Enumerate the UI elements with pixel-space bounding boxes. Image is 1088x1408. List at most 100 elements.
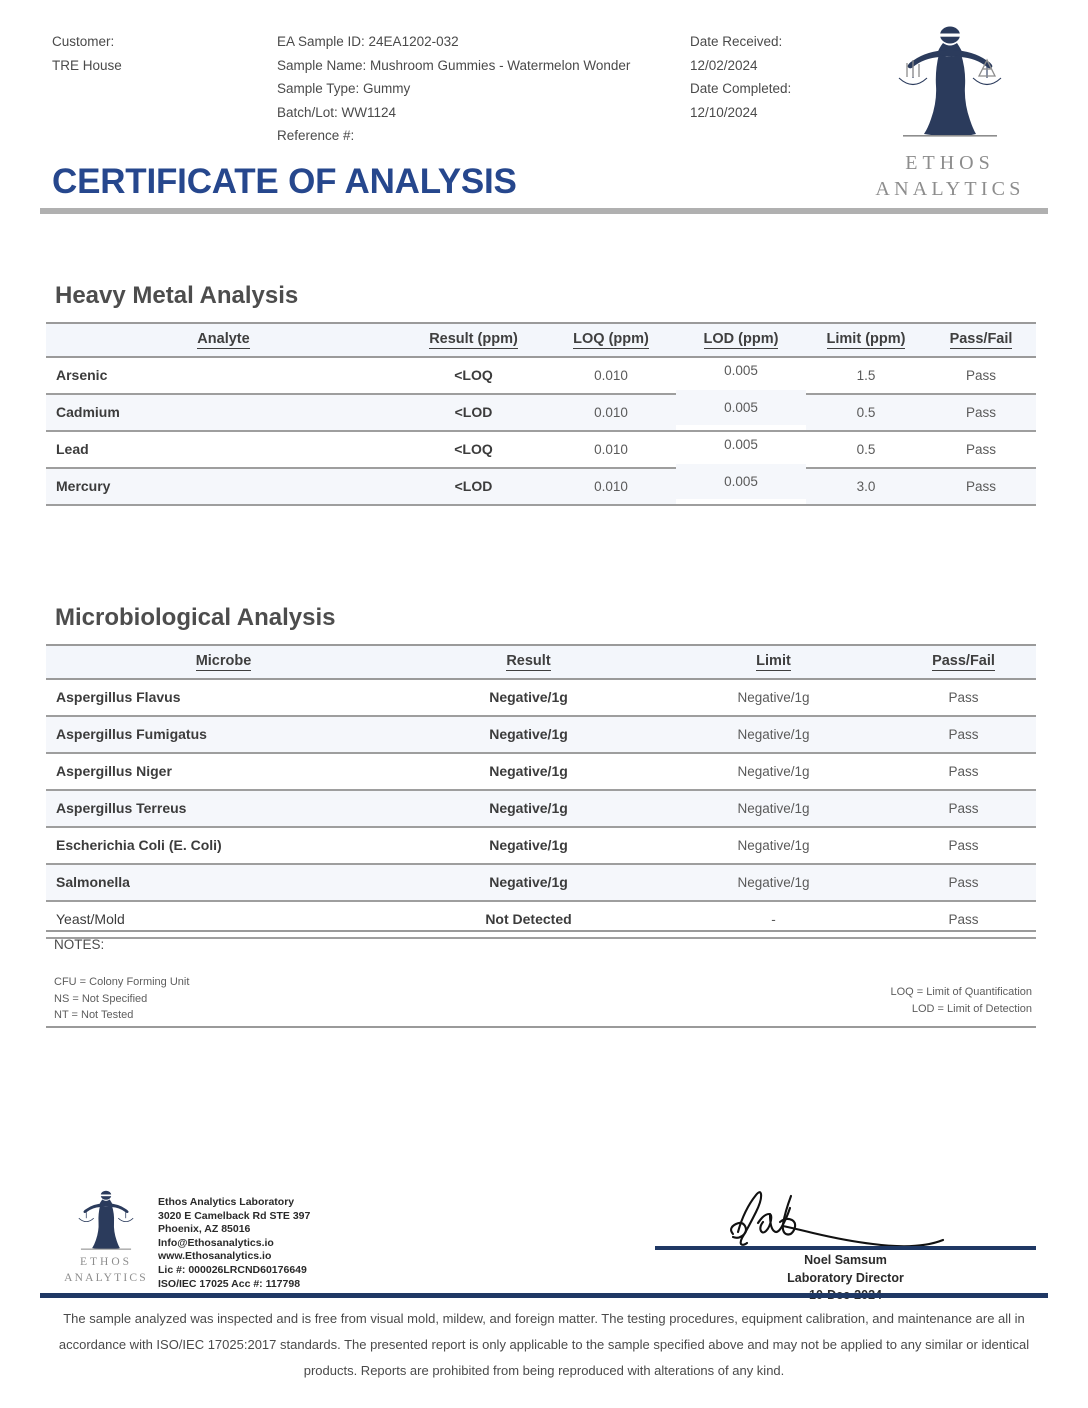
date-received-label: Date Received:	[690, 34, 783, 49]
signer-name: Noel Samsum	[804, 1253, 887, 1267]
scales-figure-icon	[66, 1190, 146, 1261]
table-row: Escherichia Coli (E. Coli) Negative/1g N…	[46, 827, 1036, 865]
cell-lod: 0.005	[676, 463, 806, 501]
col-microbe: Microbe	[46, 644, 401, 680]
cell-microbe: Aspergillus Niger	[46, 753, 401, 791]
footer-logo-word-analytics: ANALYTICS	[64, 1272, 148, 1284]
date-completed-label: Date Completed:	[690, 81, 792, 96]
cell-analyte: Mercury	[46, 468, 401, 506]
cell-result: Negative/1g	[401, 790, 656, 828]
date-completed-value: 12/10/2024	[690, 104, 758, 120]
lab-email: Info@Ethosanalytics.io	[158, 1236, 274, 1249]
cell-lod: 0.005	[676, 352, 806, 390]
notes-abbreviations-left: CFU = Colony Forming Unit NS = Not Speci…	[54, 974, 189, 1024]
table-row: Aspergillus Niger Negative/1g Negative/1…	[46, 753, 1036, 791]
cell-pass-fail: Pass	[891, 827, 1036, 865]
notes-label: NOTES:	[54, 937, 105, 952]
table-row: Cadmium <LOD 0.010 0.005 0.5 Pass	[46, 389, 1036, 432]
cell-lod: 0.005	[676, 426, 806, 464]
cell-analyte: Cadmium	[46, 394, 401, 432]
cell-limit: 0.5	[806, 431, 926, 469]
cell-limit: 0.5	[806, 394, 926, 432]
logo-word-analytics: ANALYTICS	[875, 178, 1025, 200]
sample-info-block: EA Sample ID: 24EA1202-032 Sample Name: …	[277, 30, 707, 148]
note-nt: NT = Not Tested	[54, 1009, 134, 1021]
lab-address-block: Ethos Analytics Laboratory 3020 E Camelb…	[158, 1196, 310, 1291]
lab-name: Ethos Analytics Laboratory	[158, 1196, 295, 1208]
cell-result: <LOQ	[401, 357, 546, 395]
cell-microbe: Aspergillus Flavus	[46, 679, 401, 717]
dates-block: Date Received: 12/02/2024 Date Completed…	[690, 30, 910, 124]
cell-result: Negative/1g	[401, 827, 656, 865]
cell-microbe: Salmonella	[46, 864, 401, 902]
batch-lot: Batch/Lot: WW1124	[277, 104, 397, 120]
cell-limit: Negative/1g	[656, 753, 891, 791]
notes-section: NOTES: CFU = Colony Forming Unit NS = No…	[46, 930, 1036, 1028]
lab-iso-accreditation: ISO/IEC 17025 Acc #: 117798	[158, 1277, 301, 1290]
signature-block: Noel Samsum Laboratory Director 10-Dec-2…	[655, 1190, 1036, 1302]
col-limit: Limit	[656, 644, 891, 680]
cell-result: Negative/1g	[401, 679, 656, 717]
company-logo: ETHOS ANALYTICS	[864, 26, 1036, 200]
cell-microbe: Aspergillus Terreus	[46, 790, 401, 828]
table-row: Salmonella Negative/1g Negative/1g Pass	[46, 864, 1036, 902]
cell-limit: Negative/1g	[656, 790, 891, 828]
lab-city-state-zip: Phoenix, AZ 85016	[158, 1223, 251, 1236]
note-cfu: CFU = Colony Forming Unit	[54, 976, 190, 988]
document-header: Customer: TRE House EA Sample ID: 24EA12…	[52, 26, 1036, 200]
heavy-metal-table: Analyte Result (ppm) LOQ (ppm) LOD (ppm)…	[46, 322, 1036, 506]
date-received-value: 12/02/2024	[690, 57, 758, 73]
cell-result: Negative/1g	[401, 753, 656, 791]
cell-pass-fail: Pass	[926, 468, 1036, 506]
cell-pass-fail: Pass	[926, 357, 1036, 395]
cell-loq: 0.010	[546, 431, 676, 469]
customer-name: TRE House	[52, 57, 122, 73]
cell-pass-fail: Pass	[891, 864, 1036, 902]
cell-pass-fail: Pass	[926, 394, 1036, 432]
col-result: Result	[401, 644, 656, 680]
footer-divider-bar	[40, 1293, 1048, 1298]
cell-pass-fail: Pass	[891, 753, 1036, 791]
cell-result: <LOD	[401, 468, 546, 506]
table-row: Mercury <LOD 0.010 0.005 3.0 Pass	[46, 463, 1036, 506]
cell-limit: 3.0	[806, 468, 926, 506]
lab-website: www.Ethosanalytics.io	[158, 1250, 272, 1263]
cell-result: <LOD	[401, 394, 546, 432]
scales-figure-icon	[875, 26, 1025, 153]
col-loq-ppm: LOQ (ppm)	[546, 322, 676, 358]
cell-microbe: Yeast/Mold	[46, 901, 401, 939]
disclaimer-text: The sample analyzed was inspected and is…	[58, 1311, 1030, 1378]
table-row: Lead <LOQ 0.010 0.005 0.5 Pass	[46, 426, 1036, 469]
col-analyte: Analyte	[46, 322, 401, 358]
cell-microbe: Aspergillus Fumigatus	[46, 716, 401, 754]
table-header-row: Microbe Result Limit Pass/Fail	[46, 644, 1036, 680]
table-row: Aspergillus Flavus Negative/1g Negative/…	[46, 679, 1036, 717]
cell-pass-fail: Pass	[926, 431, 1036, 469]
cell-analyte: Arsenic	[46, 357, 401, 395]
col-result-ppm: Result (ppm)	[401, 322, 546, 358]
sample-id: EA Sample ID: 24EA1202-032	[277, 34, 459, 49]
cell-pass-fail: Pass	[891, 716, 1036, 754]
customer-label: Customer:	[52, 34, 115, 49]
table-row: Aspergillus Terreus Negative/1g Negative…	[46, 790, 1036, 828]
customer-block: Customer: TRE House	[52, 30, 262, 77]
col-pass-fail: Pass/Fail	[891, 644, 1036, 680]
cell-limit: -	[656, 901, 891, 939]
cell-limit: Negative/1g	[656, 864, 891, 902]
cell-limit: Negative/1g	[656, 827, 891, 865]
cell-result: Negative/1g	[401, 716, 656, 754]
cell-result: Negative/1g	[401, 864, 656, 902]
footer-logo: ETHOS ANALYTICS	[58, 1190, 154, 1290]
cell-limit: Negative/1g	[656, 716, 891, 754]
cell-loq: 0.010	[546, 394, 676, 432]
page-title: CERTIFICATE OF ANALYSIS	[52, 162, 517, 201]
sample-name: Sample Name: Mushroom Gummies - Watermel…	[277, 57, 631, 73]
note-ns: NS = Not Specified	[54, 992, 148, 1005]
table-header-row: Analyte Result (ppm) LOQ (ppm) LOD (ppm)…	[46, 322, 1036, 358]
microbiological-table: Microbe Result Limit Pass/Fail Aspergill…	[46, 644, 1036, 939]
sample-type: Sample Type: Gummy	[277, 81, 411, 96]
note-loq: LOQ = Limit of Quantification	[890, 986, 1032, 998]
title-divider	[40, 208, 1048, 214]
heavy-metal-section-title: Heavy Metal Analysis	[55, 282, 299, 309]
